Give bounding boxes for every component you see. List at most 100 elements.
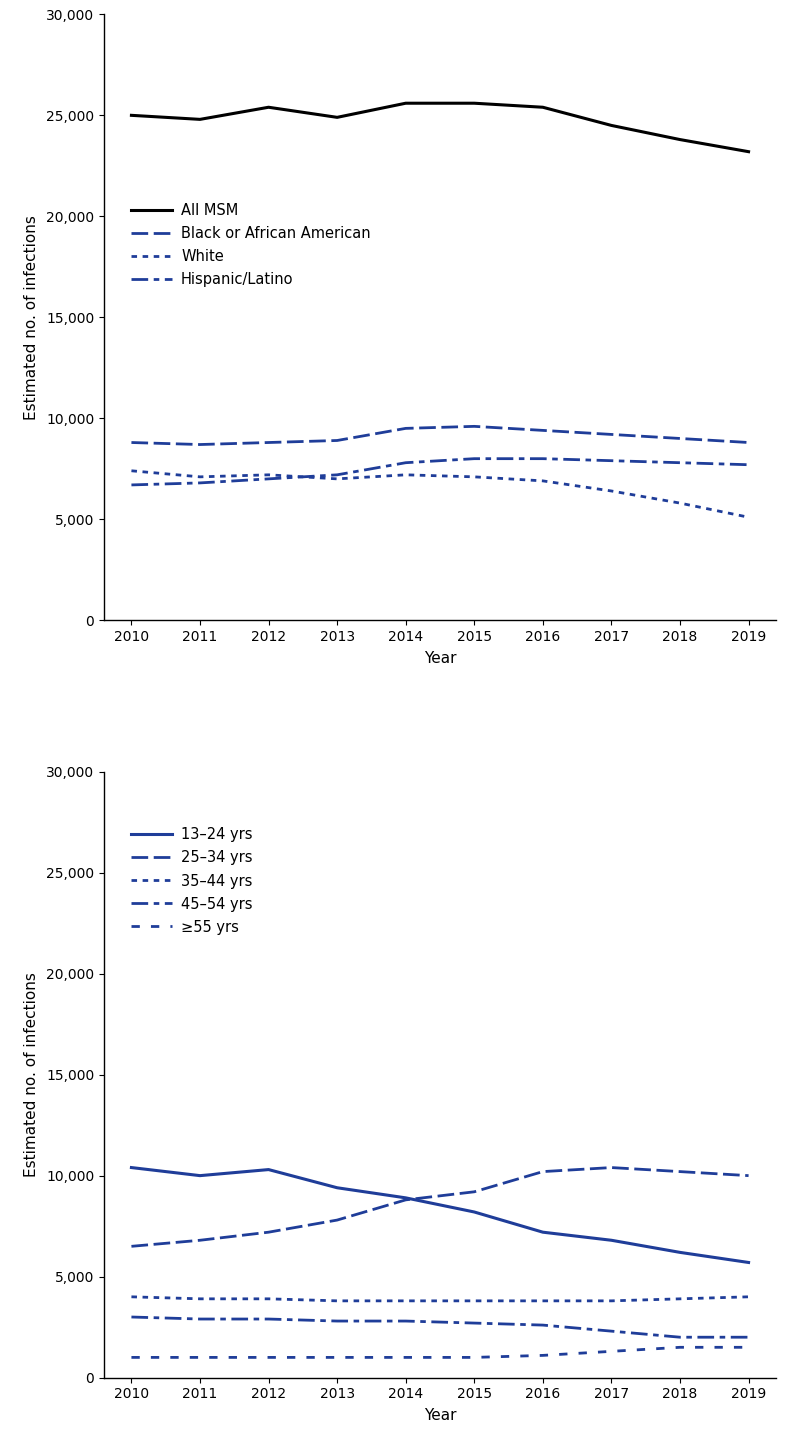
Black or African American <box>264 433 274 451</box>
45–54 yrs <box>332 1313 342 1330</box>
Black or African American <box>126 433 136 451</box>
13–24 yrs <box>675 1244 685 1261</box>
Black or African American <box>332 432 342 449</box>
Black or African American <box>744 433 754 451</box>
White <box>744 508 754 525</box>
45–54 yrs <box>470 1314 479 1332</box>
45–54 yrs <box>675 1329 685 1346</box>
45–54 yrs <box>195 1310 205 1327</box>
45–54 yrs <box>126 1309 136 1326</box>
25–34 yrs <box>744 1167 754 1184</box>
13–24 yrs <box>126 1159 136 1177</box>
13–24 yrs <box>264 1161 274 1178</box>
35–44 yrs <box>264 1290 274 1307</box>
All MSM <box>195 110 205 128</box>
≥55 yrs <box>606 1343 616 1360</box>
Line: All MSM: All MSM <box>131 103 749 152</box>
13–24 yrs <box>332 1180 342 1197</box>
White <box>401 466 410 484</box>
Black or African American <box>470 418 479 435</box>
35–44 yrs <box>538 1293 548 1310</box>
White <box>195 468 205 485</box>
25–34 yrs <box>195 1231 205 1248</box>
45–54 yrs <box>744 1329 754 1346</box>
Hispanic/Latino <box>332 466 342 484</box>
25–34 yrs <box>264 1224 274 1241</box>
35–44 yrs <box>401 1293 410 1310</box>
35–44 yrs <box>675 1290 685 1307</box>
25–34 yrs <box>332 1211 342 1228</box>
≥55 yrs <box>744 1339 754 1356</box>
25–34 yrs <box>470 1184 479 1201</box>
45–54 yrs <box>401 1313 410 1330</box>
All MSM <box>126 106 136 123</box>
35–44 yrs <box>606 1293 616 1310</box>
Line: 35–44 yrs: 35–44 yrs <box>131 1297 749 1302</box>
≥55 yrs <box>332 1349 342 1366</box>
Hispanic/Latino <box>538 451 548 468</box>
≥55 yrs <box>126 1349 136 1366</box>
Line: Hispanic/Latino: Hispanic/Latino <box>131 459 749 485</box>
White <box>332 471 342 488</box>
13–24 yrs <box>470 1204 479 1221</box>
White <box>538 472 548 489</box>
≥55 yrs <box>195 1349 205 1366</box>
35–44 yrs <box>332 1293 342 1310</box>
Legend: 13–24 yrs, 25–34 yrs, 35–44 yrs, 45–54 yrs, ≥55 yrs: 13–24 yrs, 25–34 yrs, 35–44 yrs, 45–54 y… <box>131 828 253 934</box>
Line: Black or African American: Black or African American <box>131 426 749 445</box>
All MSM <box>332 109 342 126</box>
13–24 yrs <box>401 1190 410 1207</box>
45–54 yrs <box>606 1323 616 1340</box>
All MSM <box>675 131 685 148</box>
Hispanic/Latino <box>264 471 274 488</box>
13–24 yrs <box>195 1167 205 1184</box>
25–34 yrs <box>126 1238 136 1256</box>
45–54 yrs <box>538 1316 548 1333</box>
25–34 yrs <box>401 1191 410 1208</box>
Hispanic/Latino <box>195 475 205 492</box>
White <box>126 462 136 479</box>
All MSM <box>744 144 754 161</box>
≥55 yrs <box>470 1349 479 1366</box>
Black or African American <box>606 426 616 443</box>
All MSM <box>538 99 548 116</box>
≥55 yrs <box>675 1339 685 1356</box>
≥55 yrs <box>401 1349 410 1366</box>
Legend: All MSM, Black or African American, White, Hispanic/Latino: All MSM, Black or African American, Whit… <box>131 204 370 287</box>
Black or African American <box>538 422 548 439</box>
Line: 25–34 yrs: 25–34 yrs <box>131 1168 749 1247</box>
25–34 yrs <box>675 1162 685 1180</box>
35–44 yrs <box>195 1290 205 1307</box>
Line: ≥55 yrs: ≥55 yrs <box>131 1347 749 1358</box>
Black or African American <box>675 430 685 448</box>
X-axis label: Year: Year <box>424 651 456 666</box>
25–34 yrs <box>538 1162 548 1180</box>
White <box>470 468 479 485</box>
Hispanic/Latino <box>744 456 754 474</box>
13–24 yrs <box>538 1224 548 1241</box>
Line: 13–24 yrs: 13–24 yrs <box>131 1168 749 1263</box>
35–44 yrs <box>126 1289 136 1306</box>
13–24 yrs <box>606 1231 616 1248</box>
Hispanic/Latino <box>126 476 136 494</box>
White <box>264 466 274 484</box>
All MSM <box>606 116 616 133</box>
35–44 yrs <box>744 1289 754 1306</box>
Y-axis label: Estimated no. of infections: Estimated no. of infections <box>24 973 39 1177</box>
≥55 yrs <box>538 1347 548 1365</box>
13–24 yrs <box>744 1254 754 1271</box>
All MSM <box>401 95 410 112</box>
Hispanic/Latino <box>606 452 616 469</box>
All MSM <box>264 99 274 116</box>
Line: 45–54 yrs: 45–54 yrs <box>131 1317 749 1337</box>
White <box>675 495 685 512</box>
Black or African American <box>401 420 410 438</box>
Hispanic/Latino <box>675 453 685 471</box>
Y-axis label: Estimated no. of infections: Estimated no. of infections <box>24 215 39 419</box>
Hispanic/Latino <box>401 453 410 471</box>
White <box>606 482 616 499</box>
45–54 yrs <box>264 1310 274 1327</box>
X-axis label: Year: Year <box>424 1408 456 1424</box>
≥55 yrs <box>264 1349 274 1366</box>
Black or African American <box>195 436 205 453</box>
